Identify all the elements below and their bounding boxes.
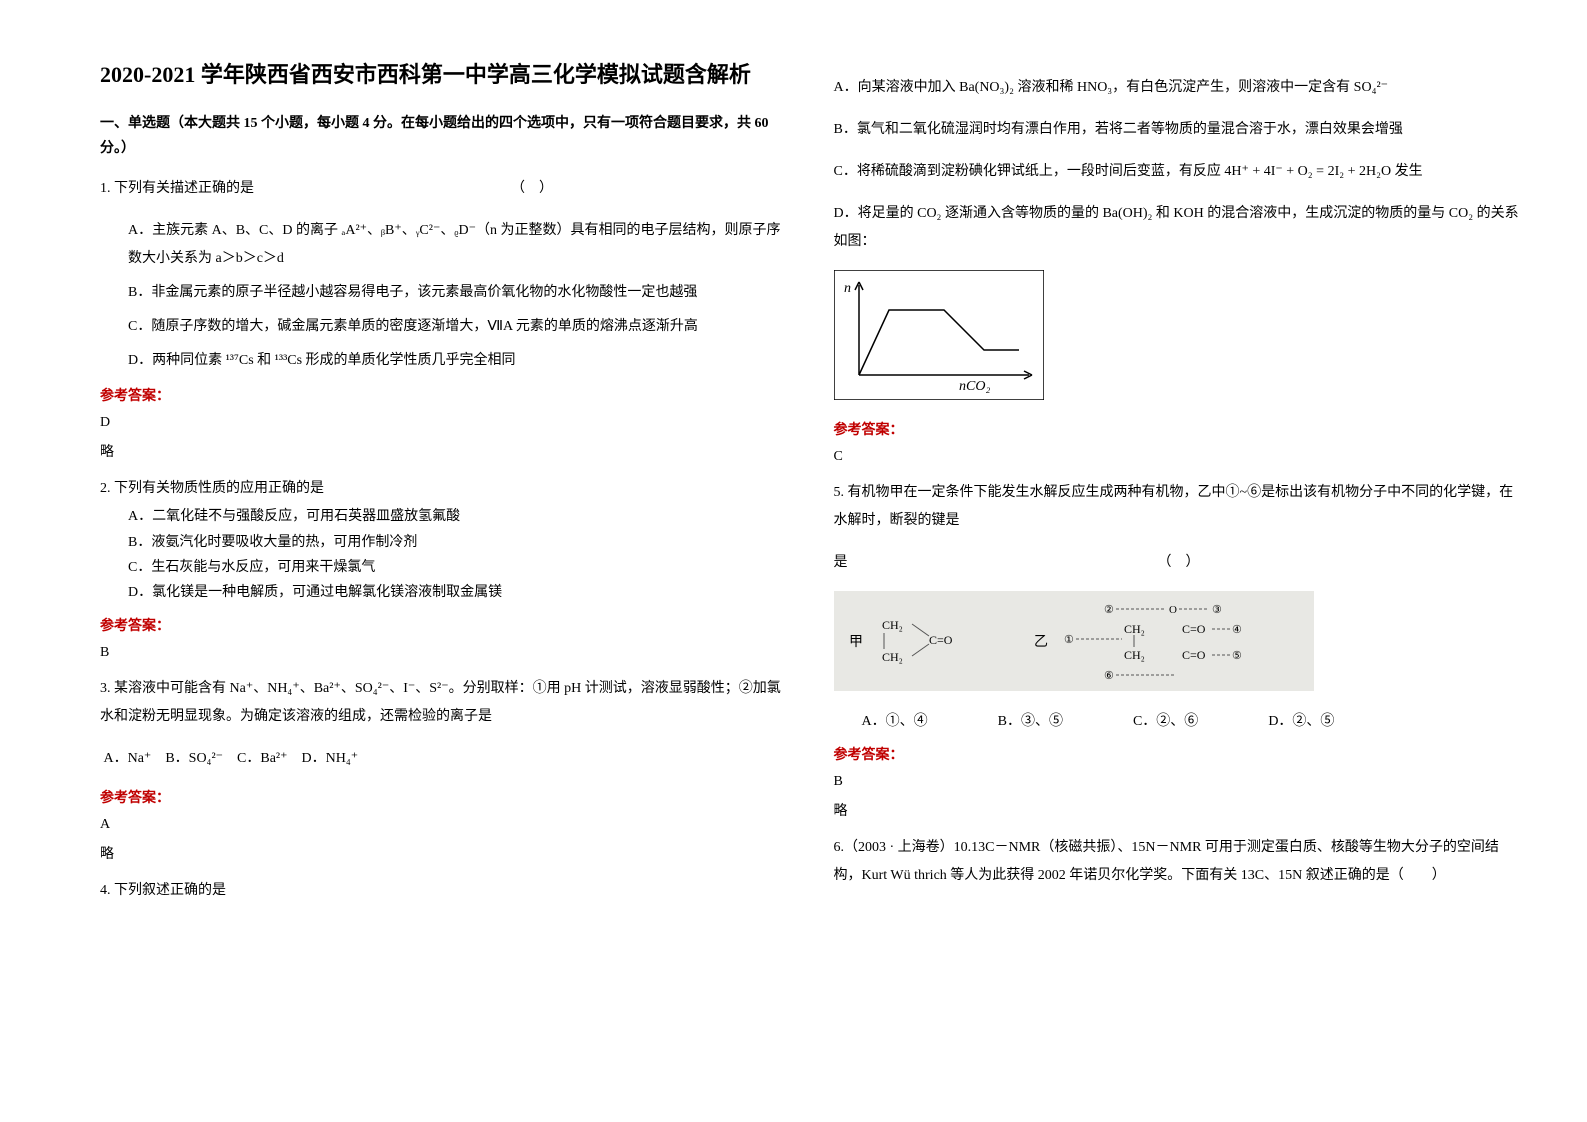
svg-text:CH₂: CH₂ [1124,622,1145,636]
q4-opt-d: D．将足量的 CO₂ 逐渐通入含等物质的量的 Ba(OH)₂ 和 KOH 的混合… [834,200,1523,256]
q1-stem: 1. 下列有关描述正确的是 （ ） [100,175,789,203]
svg-text:②: ② [1104,604,1114,616]
q5-opt-b: B．③、⑤ [998,710,1063,730]
q5-paren-line: 是（ ） [834,549,1523,577]
q5-opt-a: A．①、④ [862,710,928,730]
q4-answer: C [834,449,1523,465]
q1-text: 1. 下列有关描述正确的是 [100,181,254,196]
q5-opt-d: D．②、⑤ [1268,710,1334,730]
left-column: 2020-2021 学年陕西省西安市西科第一中学高三化学模拟试题含解析 一、单选… [100,60,819,1082]
q5-paren: （ ） [1158,555,1200,570]
svg-text:CH₂: CH₂ [882,618,903,632]
q4-opt-b: B．氯气和二氧化硫湿润时均有漂白作用，若将二者等物质的量混合溶于水，漂白效果会增… [834,116,1523,144]
jia-label: 甲 [849,635,863,650]
svg-text:③: ③ [1212,604,1222,616]
answer-label-2: 参考答案： [100,615,789,635]
answer-label: 参考答案： [100,385,789,405]
q3-opts: A．Na⁺ B．SO₄²⁻ C．Ba²⁺ D．NH₄⁺ [100,745,789,773]
q5-answer: B [834,774,1523,790]
q5-structure: 甲 CH₂ CH₂ C=O 乙 ② O ③ CH₂ C=O ① ④ CH₂ C=… [834,591,1523,696]
svg-text:⑥: ⑥ [1104,670,1114,682]
answer-label-5: 参考答案： [834,744,1523,764]
svg-text:⑤: ⑤ [1232,650,1242,662]
graph-svg: n nCO₂ [834,270,1044,400]
q5-lue: 略 [834,800,1523,820]
q2-stem: 2. 下列有关物质性质的应用正确的是 [100,475,789,503]
q1-opt-a: A．主族元素 A、B、C、D 的离子 ₐA²⁺、ᵦB⁺、ᵧC²⁻、ᵨD⁻（n 为… [100,217,789,273]
q4-opt-c: C．将稀硫酸滴到淀粉碘化钾试纸上，一段时间后变蓝，有反应 4H⁺ + 4I⁻ +… [834,158,1523,186]
q2-opt-b: B．液氨汽化时要吸收大量的热，可用作制冷剂 [100,532,789,554]
exam-title: 2020-2021 学年陕西省西安市西科第一中学高三化学模拟试题含解析 [100,60,789,91]
q5-stem: 5. 有机物甲在一定条件下能发生水解反应生成两种有机物，乙中①~⑥是标出该有机物… [834,479,1523,535]
q3-lue: 略 [100,843,789,863]
graph-xlabel: nCO₂ [959,379,990,394]
section-header: 一、单选题（本大题共 15 个小题，每小题 4 分。在每小题给出的四个选项中，只… [100,111,789,161]
q2-answer: B [100,645,789,661]
svg-text:①: ① [1064,634,1074,646]
q4-graph: n nCO₂ [834,270,1523,405]
q3-stem: 3. 某溶液中可能含有 Na⁺、NH₄⁺、Ba²⁺、SO₄²⁻、I⁻、S²⁻。分… [100,675,789,731]
answer-label-4: 参考答案： [834,419,1523,439]
svg-text:C=O: C=O [1182,622,1206,636]
svg-text:④: ④ [1232,624,1242,636]
svg-text:O: O [1169,604,1177,616]
q1-opt-d: D．两种同位素 ¹³⁷Cs 和 ¹³³Cs 形成的单质化学性质几乎完全相同 [100,347,789,375]
q3-opt-c: C．Ba²⁺ [237,751,287,766]
answer-label-3: 参考答案： [100,787,789,807]
q1-answer: D [100,415,789,431]
svg-text:C=O: C=O [929,633,953,647]
svg-text:C=O: C=O [1182,648,1206,662]
q5-options: A．①、④ B．③、⑤ C．②、⑥ D．②、⑤ [862,710,1523,730]
q1-paren: （ ） [511,181,553,196]
q4-stem: 4. 下列叙述正确的是 [100,877,789,905]
q3-opt-d: D．NH₄⁺ [302,751,359,766]
q4-opt-a: A．向某溶液中加入 Ba(NO₃)₂ 溶液和稀 HNO₃，有白色沉淀产生，则溶液… [834,74,1523,102]
q5-opt-c: C．②、⑥ [1133,710,1198,730]
q2-opt-c: C．生石灰能与水反应，可用来干燥氯气 [100,557,789,579]
right-column: A．向某溶液中加入 Ba(NO₃)₂ 溶液和稀 HNO₃，有白色沉淀产生，则溶液… [819,60,1538,1082]
svg-text:CH₂: CH₂ [1124,648,1145,662]
q1-opt-c: C．随原子序数的增大，碱金属元素单质的密度逐渐增大，ⅦA 元素的单质的熔沸点逐渐… [100,313,789,341]
q2-opt-a: A．二氧化硅不与强酸反应，可用石英器皿盛放氢氟酸 [100,506,789,528]
graph-ylabel: n [844,281,851,296]
svg-text:CH₂: CH₂ [882,650,903,664]
q3-opt-b: B．SO₄²⁻ [165,751,223,766]
structure-svg: 甲 CH₂ CH₂ C=O 乙 ② O ③ CH₂ C=O ① ④ CH₂ C=… [834,591,1314,691]
q1-opt-b: B．非金属元素的原子半径越小越容易得电子，该元素最高价氧化物的水化物酸性一定也越… [100,279,789,307]
q5-text: 5. 有机物甲在一定条件下能发生水解反应生成两种有机物，乙中①~⑥是标出该有机物… [834,485,1514,528]
q3-answer: A [100,817,789,833]
q3-opt-a: A．Na⁺ [104,751,152,766]
yi-label: 乙 [1034,634,1048,650]
q6-stem: 6.（2003 · 上海卷）10.13C－NMR（核磁共振）、15N－NMR 可… [834,834,1523,890]
q1-lue: 略 [100,441,789,461]
q2-opt-d: D．氯化镁是一种电解质，可通过电解氯化镁溶液制取金属镁 [100,582,789,604]
